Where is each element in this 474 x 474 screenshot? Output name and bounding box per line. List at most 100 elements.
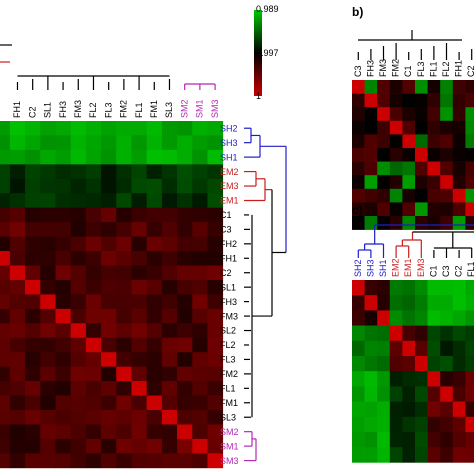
heatmap-b-cell <box>389 120 403 135</box>
heatmap-c-cell <box>452 325 466 342</box>
heatmap-b-cell <box>389 188 403 203</box>
heatmap-a-cell <box>85 149 102 165</box>
heatmap-a-cell <box>116 193 132 209</box>
heatmap-b-cell <box>377 202 391 217</box>
heatmap-c-cell <box>352 386 365 402</box>
heatmap-b-cell <box>465 216 474 230</box>
heatmap-a-cell <box>85 453 102 469</box>
heatmap-b-cell <box>440 148 454 162</box>
heatmap-a-cell <box>177 453 193 469</box>
heatmap-a-cell <box>25 337 41 353</box>
heatmap-a-cell <box>131 265 148 281</box>
heatmap-a-cell <box>40 164 56 180</box>
heatmap-b-cell <box>452 188 466 203</box>
heatmap-a-cell <box>40 222 56 237</box>
heatmap-b-cell <box>452 80 466 94</box>
heatmap-a-cell <box>40 121 56 136</box>
heatmap-c-cell <box>427 416 441 433</box>
heatmap-a-cell <box>40 352 56 368</box>
heatmap-c-cell <box>352 280 365 296</box>
heatmap-a-cell <box>40 395 56 411</box>
heatmap-a-cell <box>85 438 102 454</box>
heatmap-a-cell <box>40 410 56 425</box>
heatmap-c-cell <box>440 280 454 296</box>
heatmap-a-cell <box>161 135 178 151</box>
row-label: FL3 <box>220 355 236 365</box>
heatmap-a-cell <box>101 453 117 469</box>
heatmap-a-cell <box>0 395 11 411</box>
heatmap-c-cell <box>402 340 416 357</box>
heatmap-a-cell <box>207 279 224 295</box>
heatmap-b-cell <box>352 93 365 108</box>
heatmap-b-cell <box>440 161 454 176</box>
heatmap-c-cell <box>415 325 428 342</box>
heatmap-c-cell <box>402 371 416 387</box>
heatmap-c-cell <box>465 371 474 387</box>
heatmap-a-cell <box>0 424 11 440</box>
heatmap-a-cell <box>207 424 224 440</box>
heatmap-b-cell <box>415 93 428 108</box>
heatmap-b-cell <box>415 134 428 149</box>
panel-a: FH1 C2 SL1 FH3 FM3 FL2 FL3 FM2 FL1 FM1 SL3 SM2 SM1 SM… <box>0 44 287 469</box>
heatmap-a-cell <box>177 438 193 454</box>
heatmap-c-cell <box>377 371 391 387</box>
heatmap-a-cell <box>9 381 26 396</box>
heatmap-a-cell <box>207 323 224 339</box>
panel-c-letter: c) <box>352 203 363 217</box>
heatmap-c-cell <box>352 310 365 326</box>
heatmap-b-cell <box>352 161 365 176</box>
heatmap-a-cell <box>192 453 208 469</box>
heatmap-a-cell <box>131 207 148 223</box>
heatmap-b-cell <box>415 120 428 135</box>
heatmap-c-cell <box>364 310 378 326</box>
heatmap-a-cell <box>70 178 87 194</box>
heatmap-a-cell <box>116 207 132 223</box>
heatmap-a-cell <box>131 410 148 425</box>
heatmap-a-cell <box>9 178 26 194</box>
heatmap-a-cell <box>40 207 56 223</box>
heatmap-a-cell <box>192 438 208 454</box>
heatmap-c-cell <box>465 295 474 311</box>
heatmap-a-cell <box>101 193 117 209</box>
heatmap-c-cell <box>377 447 391 463</box>
heatmap-b-cell <box>440 107 454 122</box>
heatmap-a-cell <box>192 381 208 396</box>
heatmap-c-cell <box>377 340 391 357</box>
heatmap-b-cell <box>440 80 454 94</box>
column-labels-b: C3 FH3 FM3 FM2 C1 FL3 FL1 FL2 FH1 C2 <box>353 59 474 77</box>
heatmap-a-cell <box>101 135 117 151</box>
heatmap-a-cell <box>85 121 102 136</box>
heatmap-a-cell <box>192 164 208 180</box>
column-label: FM2 <box>391 59 401 77</box>
heatmap-a-cell <box>25 395 41 411</box>
heatmap-c-cell <box>402 416 416 433</box>
heatmap-a-cell <box>55 265 72 281</box>
heatmap-a-cell <box>0 366 11 382</box>
column-label: FL1 <box>466 261 474 277</box>
heatmap-b-cell <box>389 202 403 217</box>
heatmap-c-cell <box>427 325 441 342</box>
heatmap-a-cell <box>192 222 208 237</box>
heatmap-c-cell <box>415 356 428 372</box>
heatmap-a-cell <box>70 279 87 295</box>
heatmap-b-cell <box>427 93 441 108</box>
heatmap-a-cell <box>25 366 41 382</box>
heatmap-a-cell <box>9 410 26 425</box>
heatmap-a-cell <box>55 337 72 353</box>
heatmap-a-cell <box>146 323 163 339</box>
heatmap-c-cell <box>389 432 403 448</box>
heatmap-a-cell <box>146 381 163 396</box>
heatmap-a-cell <box>161 193 178 209</box>
heatmap-c-cell <box>389 340 403 357</box>
heatmap-a-cell <box>40 149 56 165</box>
heatmap-a-cell <box>177 222 193 237</box>
heatmap-a-cell <box>207 251 224 266</box>
heatmap-c-cell <box>440 356 454 372</box>
heatmap-a-cell <box>207 236 224 252</box>
heatmap-a-cell <box>161 337 178 353</box>
heatmap-b-cell <box>415 161 428 176</box>
heatmap-c-cell <box>415 386 428 402</box>
heatmap-a-cell <box>207 366 224 382</box>
heatmap-b-cell <box>389 93 403 108</box>
heatmap-b-cell <box>427 120 441 135</box>
